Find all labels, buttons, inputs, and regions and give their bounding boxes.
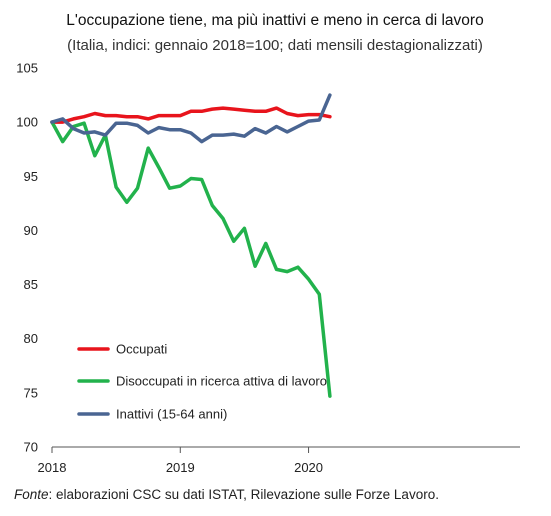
y-tick-label: 80 <box>24 331 38 346</box>
source-text: : elaborazioni CSC su dati ISTAT, Rileva… <box>49 487 439 502</box>
y-tick-label: 100 <box>16 115 38 130</box>
legend: Occupati Disoccupati in ricerca attiva di… <box>77 342 327 422</box>
y-tick-label: 85 <box>24 277 38 292</box>
series-lines <box>50 93 332 398</box>
chart-subtitle: (Italia, indici: gennaio 2018=100; dati … <box>67 37 483 54</box>
y-tick-label: 105 <box>16 61 38 76</box>
x-tick-label: 2019 <box>166 460 195 475</box>
source-label: Fonte <box>14 487 49 502</box>
x-tick-label: 2018 <box>38 460 67 475</box>
y-tick-label: 95 <box>24 169 38 184</box>
y-tick-label: 75 <box>24 385 38 400</box>
chart-title: L'occupazione tiene, ma più inattivi e m… <box>66 12 483 29</box>
legend-label: Occupati <box>116 342 167 357</box>
x-axis: 2018 2019 2020 <box>38 446 520 475</box>
x-tick-label: 2020 <box>294 460 323 475</box>
series-line-1 <box>50 106 332 124</box>
series-line-3 <box>50 93 332 144</box>
series-line-2 <box>50 120 332 398</box>
y-tick-label: 90 <box>24 223 38 238</box>
y-axis: 70 75 80 85 90 95 100 105 <box>16 61 38 455</box>
legend-label: Disoccupati in ricerca attiva di lavoro <box>116 374 327 389</box>
source-note: Fonte: elaborazioni CSC su dati ISTAT, R… <box>14 487 439 502</box>
y-tick-label: 70 <box>24 440 38 455</box>
legend-label: Inattivi (15-64 anni) <box>116 407 227 422</box>
